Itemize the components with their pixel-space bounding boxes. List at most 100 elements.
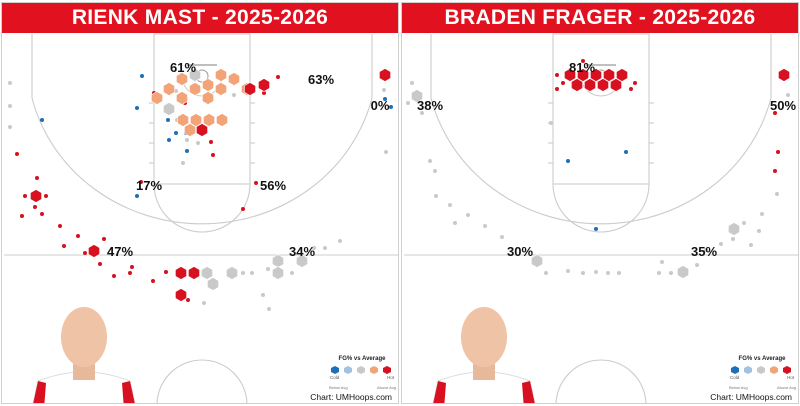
shot-dot	[266, 267, 270, 271]
court-three-arc	[430, 97, 772, 225]
shot-hex	[215, 82, 227, 96]
shot-hex	[190, 113, 202, 127]
zone-fg-label: 35%	[691, 244, 717, 259]
shot-dot	[128, 271, 132, 275]
shot-hex	[584, 78, 596, 92]
shot-hex	[379, 68, 391, 82]
legend-title: FG% vs Average	[738, 356, 786, 362]
shot-dot	[83, 251, 87, 255]
shot-dot	[617, 271, 621, 275]
court-center-circle	[156, 359, 248, 403]
zone-fg-label: 61%	[170, 60, 196, 75]
shot-dot	[448, 203, 452, 207]
shot-hex	[603, 68, 615, 82]
court-chart: 81% 38% 50% 30% 35%	[404, 33, 798, 403]
shot-dot	[102, 237, 106, 241]
shot-hex	[196, 123, 208, 137]
shot-hex	[177, 113, 189, 127]
shot-dot	[669, 271, 673, 275]
shot-dot	[389, 105, 393, 109]
shot-dot	[660, 260, 664, 264]
shot-hex	[175, 266, 187, 280]
shot-dot	[174, 131, 178, 135]
shot-dot	[773, 111, 777, 115]
shot-dot	[267, 307, 271, 311]
shot-dot	[202, 301, 206, 305]
shot-dot	[139, 180, 143, 184]
legend-low-note: Below Avg	[729, 385, 748, 390]
shot-dot	[262, 91, 266, 95]
shot-hex	[272, 266, 284, 280]
shot-dot	[98, 262, 102, 266]
shot-dot	[624, 150, 628, 154]
chart-credit: Chart: UMHoops.com	[710, 392, 792, 402]
shot-dot	[453, 221, 457, 225]
legend-swatch-cold	[731, 366, 739, 374]
shot-dot	[8, 81, 12, 85]
shot-dot	[633, 81, 637, 85]
shot-dot	[629, 87, 633, 91]
legend-title: FG% vs Average	[338, 356, 386, 362]
shot-dot	[112, 274, 116, 278]
shot-dot	[166, 118, 170, 122]
zone-fg-label: 0%	[371, 98, 390, 113]
shot-hex	[184, 123, 196, 137]
shot-dot	[15, 152, 19, 156]
shot-hex	[258, 78, 270, 92]
shot-hex	[175, 288, 187, 302]
court-center-circle	[555, 359, 647, 403]
shot-dot	[209, 140, 213, 144]
shot-hex	[677, 265, 689, 279]
shot-hex	[207, 277, 219, 291]
player-photo-frager	[432, 307, 536, 403]
shot-dot	[151, 279, 155, 283]
shot-hex	[616, 68, 628, 82]
shot-dot	[657, 271, 661, 275]
shot-dot	[775, 192, 779, 196]
player-photo-mast	[32, 307, 136, 403]
shot-dot	[749, 243, 753, 247]
shot-dot	[384, 150, 388, 154]
shot-dot	[33, 205, 37, 209]
shot-dot	[428, 159, 432, 163]
shot-hex	[188, 266, 200, 280]
shot-dot	[500, 235, 504, 239]
zone-fg-label: 47%	[107, 244, 133, 259]
shot-dot	[250, 271, 254, 275]
shot-dot	[8, 125, 12, 129]
court-ft-circle	[552, 183, 650, 233]
shot-dot	[241, 207, 245, 211]
shot-dot	[23, 194, 27, 198]
shot-dot	[130, 265, 134, 269]
shot-dot	[606, 271, 610, 275]
shot-dot	[760, 212, 764, 216]
shot-dot	[549, 121, 553, 125]
shot-dot	[383, 97, 387, 101]
zone-fg-label: 81%	[569, 60, 595, 75]
shot-dot	[566, 269, 570, 273]
shot-dot	[164, 270, 168, 274]
zone-fg-label: 17%	[136, 178, 162, 193]
shot-dot	[719, 242, 723, 246]
shot-hex	[176, 72, 188, 86]
legend-high: Hot	[786, 375, 794, 380]
shot-dot	[561, 81, 565, 85]
shot-hex	[202, 78, 214, 92]
shot-dot	[555, 87, 559, 91]
shot-hex	[564, 68, 576, 82]
shot-hex	[571, 78, 583, 92]
shot-dot	[731, 237, 735, 241]
shot-dot	[76, 234, 80, 238]
shot-dot	[776, 150, 780, 154]
shot-dot	[406, 101, 410, 105]
shot-dot	[276, 75, 280, 79]
shot-hex	[728, 222, 740, 236]
shot-dot	[185, 138, 189, 142]
shot-dot	[410, 81, 414, 85]
shot-dot	[35, 176, 39, 180]
shot-dot	[254, 181, 258, 185]
legend-high: Hot	[386, 375, 394, 380]
shot-hex	[610, 78, 622, 92]
shot-hex	[88, 244, 100, 258]
shot-dot	[40, 212, 44, 216]
